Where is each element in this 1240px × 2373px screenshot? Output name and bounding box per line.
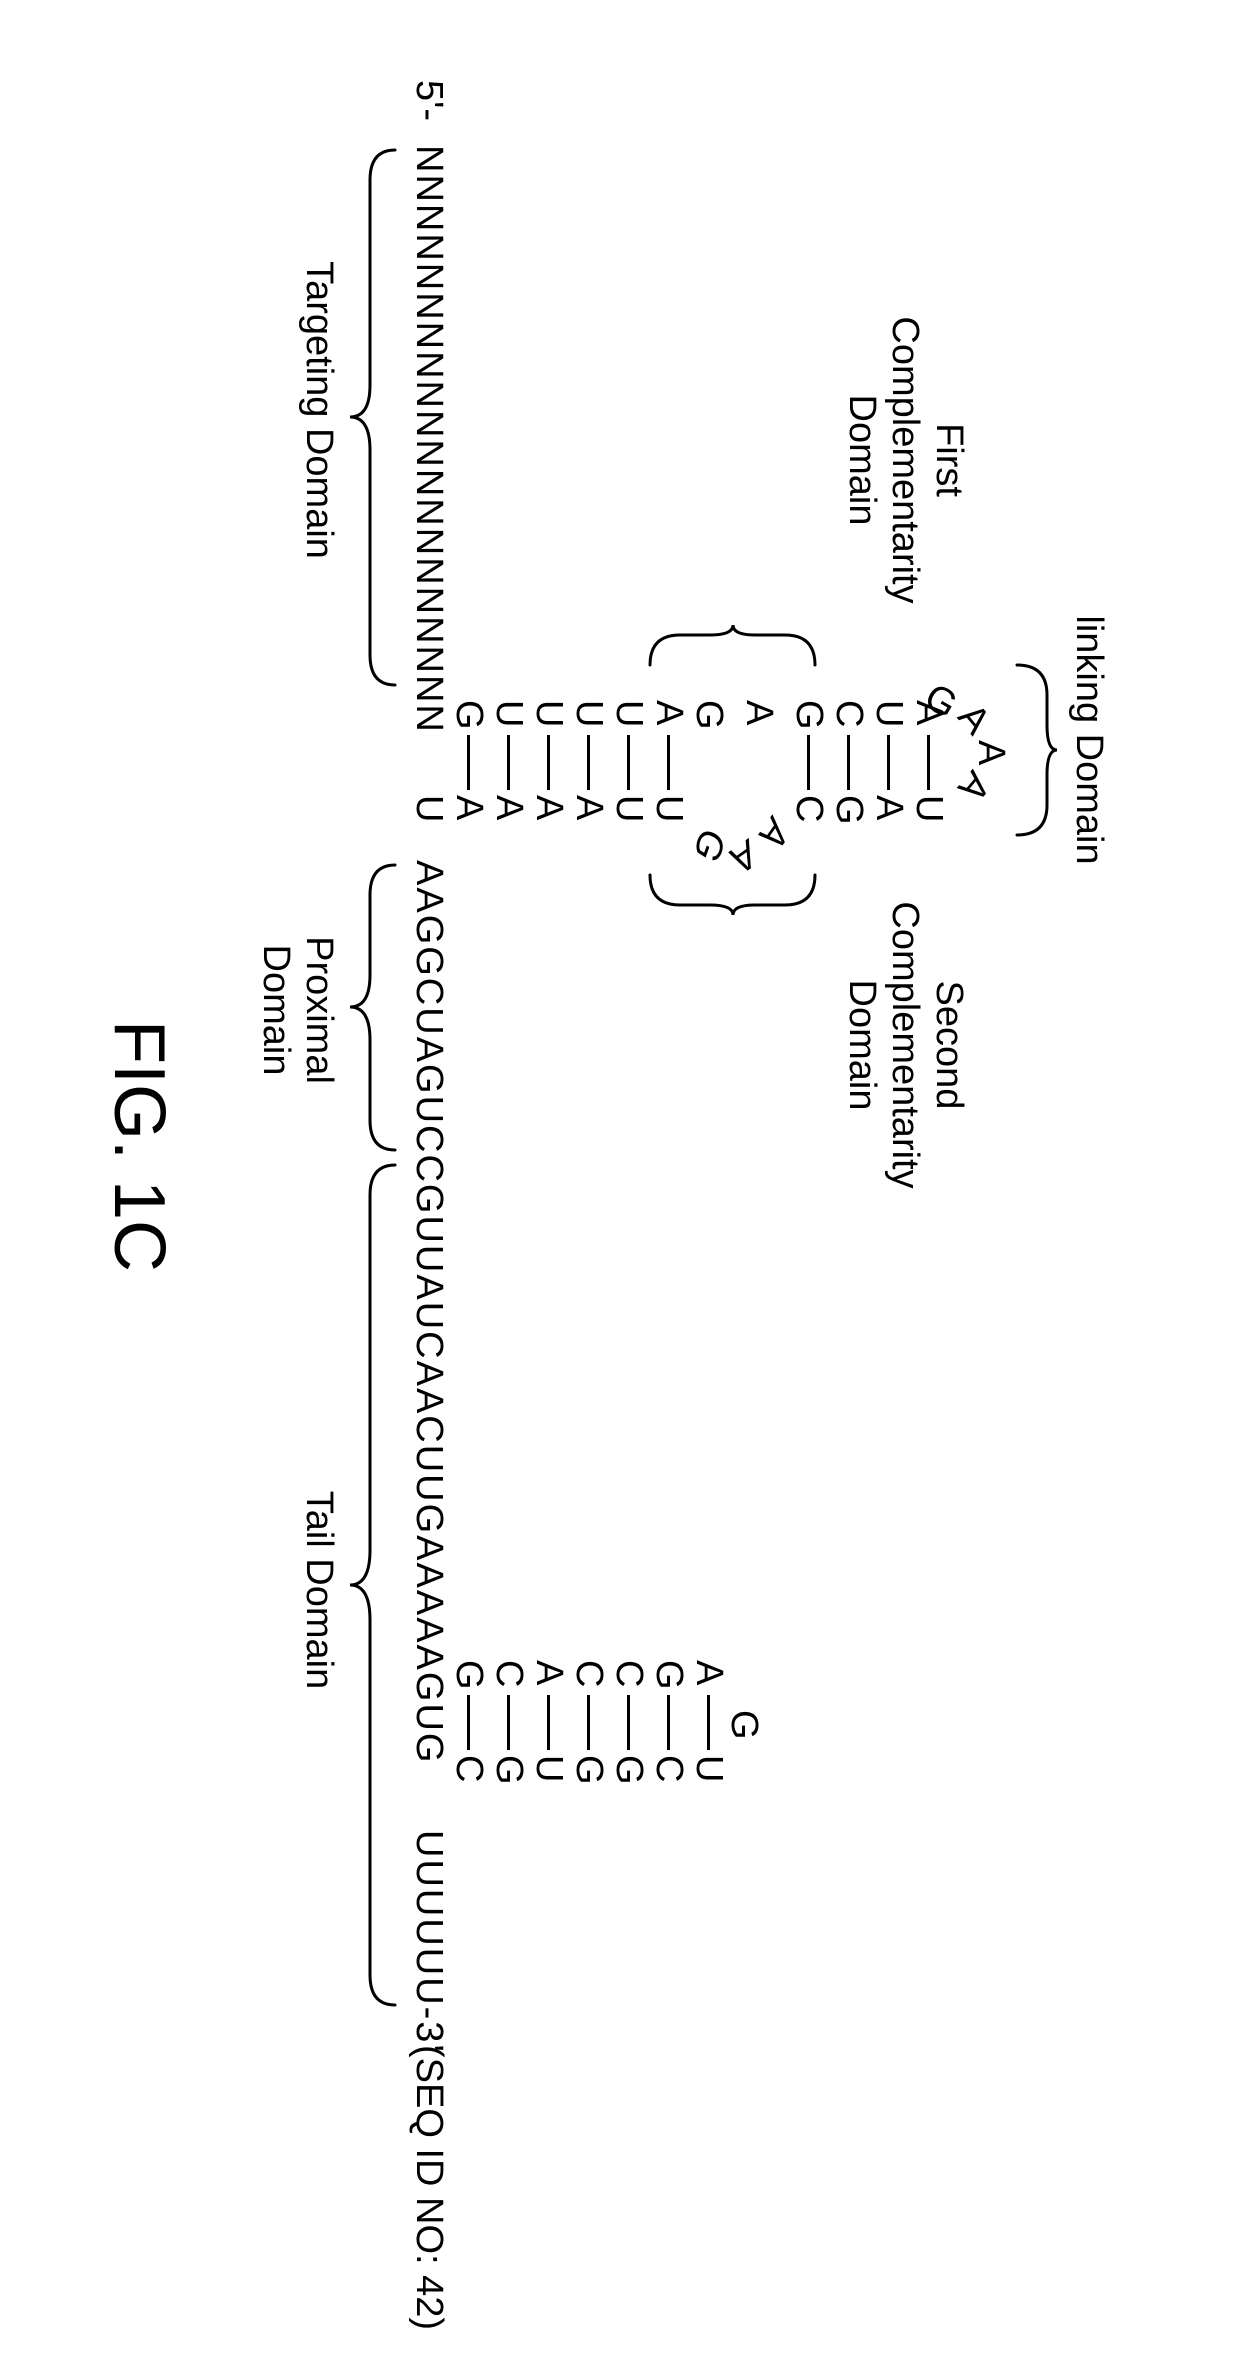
- stem2-r2: C: [647, 1755, 690, 1782]
- label-linking-domain: linking Domain: [1067, 610, 1110, 870]
- stem1-bot-r4: A: [527, 795, 570, 820]
- loop1-char-a2: A: [969, 740, 1012, 765]
- bp2-6: [507, 1695, 510, 1750]
- brace-first-comp: [645, 620, 820, 670]
- stem1-bot-r5: A: [487, 795, 530, 820]
- bp2-3: [627, 1695, 630, 1750]
- bp2-2: [667, 1695, 670, 1750]
- bp-u4: [807, 735, 810, 790]
- stem1-bot-r2: U: [607, 795, 650, 822]
- stem2-l6: C: [487, 1660, 530, 1687]
- stem1-bot-l6: U: [487, 700, 530, 727]
- bp-l5: [507, 735, 510, 790]
- label-second-comp-domain: Second Complementarity Domain: [839, 895, 970, 1195]
- stem2-l7: G: [447, 1660, 490, 1690]
- stem2-r6: G: [487, 1755, 530, 1785]
- brace-proximal: [345, 860, 400, 1155]
- loop2-g: G: [722, 1710, 765, 1740]
- stem2-r1: U: [687, 1755, 730, 1782]
- bp-l1: [667, 735, 670, 790]
- bulge-g-right: G: [683, 824, 734, 866]
- stem1-top-r2: A: [867, 795, 910, 820]
- stem1-top-l4: G: [787, 700, 830, 730]
- grna-structure-diagram: FIG. 1C linking Domain First Complementa…: [0, 0, 1240, 2373]
- figure-caption: FIG. 1C: [98, 1020, 180, 1272]
- bp2-4: [587, 1695, 590, 1750]
- bp-u1: [927, 735, 930, 790]
- stem2-r3: G: [607, 1755, 650, 1785]
- stem1-top-l1: A: [907, 700, 950, 725]
- stem1-bot-l1: G: [687, 700, 730, 730]
- tail-u-sequence: UUUUUU-3': [407, 1830, 450, 2054]
- five-prime-label: 5'-: [407, 80, 450, 121]
- stem2-l2: G: [647, 1660, 690, 1690]
- stem2-r7: C: [447, 1755, 490, 1782]
- brace-targeting: [345, 145, 400, 690]
- bulge-a-left: A: [737, 700, 780, 725]
- stem1-bot-l4: U: [567, 700, 610, 727]
- stem1-bot-l3: U: [607, 700, 650, 727]
- stem1-top-r4: C: [787, 795, 830, 822]
- bp-l6: [467, 735, 470, 790]
- bp-l3: [587, 735, 590, 790]
- stem2-r4: G: [567, 1755, 610, 1785]
- stem2-l1: A: [687, 1660, 730, 1685]
- stem2-r5: U: [527, 1755, 570, 1782]
- stem2-l4: C: [567, 1660, 610, 1687]
- brace-second-comp: [645, 870, 820, 920]
- stem1-top-r1: U: [907, 795, 950, 822]
- loop1-char-a3: A: [949, 762, 998, 809]
- stem1-bot-r3: A: [567, 795, 610, 820]
- stem1-top-l3: C: [827, 700, 870, 727]
- stem1-bot-l7: G: [447, 700, 490, 730]
- stem1-top-l2: U: [867, 700, 910, 727]
- stem1-bot-r7: U: [407, 795, 450, 822]
- label-first-comp-domain: First Complementarity Domain: [839, 310, 970, 610]
- bp2-5: [547, 1695, 550, 1750]
- label-tail-domain: Tail Domain: [297, 1480, 340, 1700]
- stem2-l5: A: [527, 1660, 570, 1685]
- stem1-bot-l5: U: [527, 700, 570, 727]
- bp2-7: [467, 1695, 470, 1750]
- brace-tail: [345, 1160, 400, 2010]
- seq-id-suffix: (SEQ ID NO: 42): [407, 2045, 450, 2330]
- stem2-l3: C: [607, 1660, 650, 1687]
- label-targeting-domain: Targeting Domain: [297, 230, 340, 590]
- bp-l4: [547, 735, 550, 790]
- bp-l2: [627, 735, 630, 790]
- targeting-sequence: NNNNNNNNNNNNNNNNNNNN: [407, 145, 450, 734]
- stem1-bot-r6: A: [447, 795, 490, 820]
- stem1-bot-r1: U: [647, 795, 690, 822]
- bp-u2: [887, 735, 890, 790]
- brace-linking: [1012, 660, 1062, 840]
- bp2-1: [707, 1695, 710, 1750]
- stem1-top-r3: G: [827, 795, 870, 825]
- label-proximal-domain: Proximal Domain: [254, 870, 340, 1150]
- proximal-tail-sequence: AAGGCUAGUCCGUUAUCAACUUGAAAAAGUG: [407, 860, 450, 1764]
- stem1-bot-l2: A: [647, 700, 690, 725]
- bp-u3: [847, 735, 850, 790]
